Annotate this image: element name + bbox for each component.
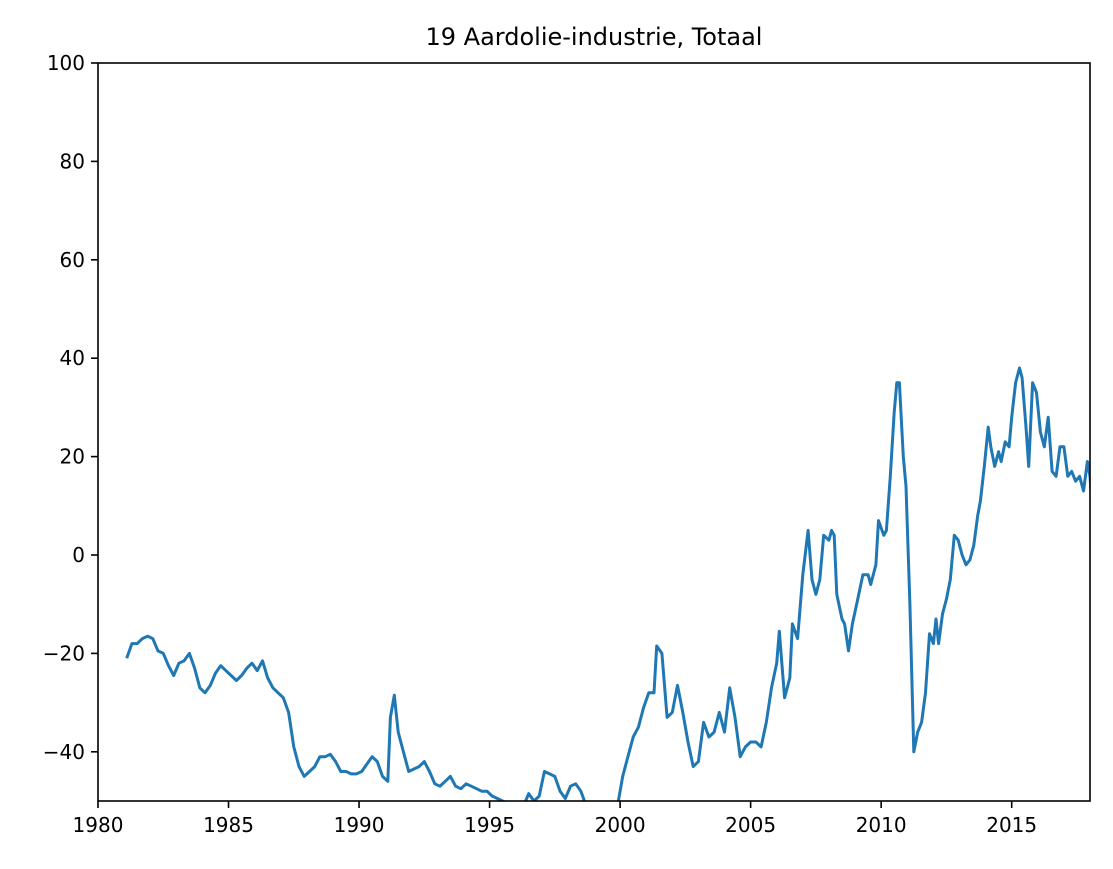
y-tick-label: 20 bbox=[60, 445, 85, 469]
x-tick-label: 1990 bbox=[334, 813, 385, 837]
x-tick-label: 2010 bbox=[856, 813, 907, 837]
y-tick-label: 0 bbox=[72, 543, 85, 567]
x-tick-label: 2005 bbox=[725, 813, 776, 837]
y-tick-label: −40 bbox=[43, 740, 85, 764]
x-tick-label: 1980 bbox=[73, 813, 124, 837]
x-tick-label: 2015 bbox=[986, 813, 1037, 837]
y-tick-label: −20 bbox=[43, 641, 85, 665]
x-tick-label: 1985 bbox=[203, 813, 254, 837]
x-axis: 1980 1985 1990 1995 2000 2005 2010 2015 bbox=[73, 801, 1037, 837]
series-layer bbox=[125, 366, 1090, 801]
series-line-0 bbox=[125, 366, 1090, 801]
x-tick-label: 1995 bbox=[464, 813, 515, 837]
y-axis: 100 80 60 40 20 0 −20 −40 bbox=[43, 51, 98, 764]
y-tick-label: 40 bbox=[60, 346, 85, 370]
plot-frame bbox=[97, 62, 1091, 802]
x-tick-label: 2000 bbox=[595, 813, 646, 837]
y-tick-label: 100 bbox=[47, 51, 85, 75]
chart-title: 19 Aardolie-industrie, Totaal bbox=[426, 23, 763, 51]
y-tick-label: 60 bbox=[60, 248, 85, 272]
y-tick-label: 80 bbox=[60, 149, 85, 173]
